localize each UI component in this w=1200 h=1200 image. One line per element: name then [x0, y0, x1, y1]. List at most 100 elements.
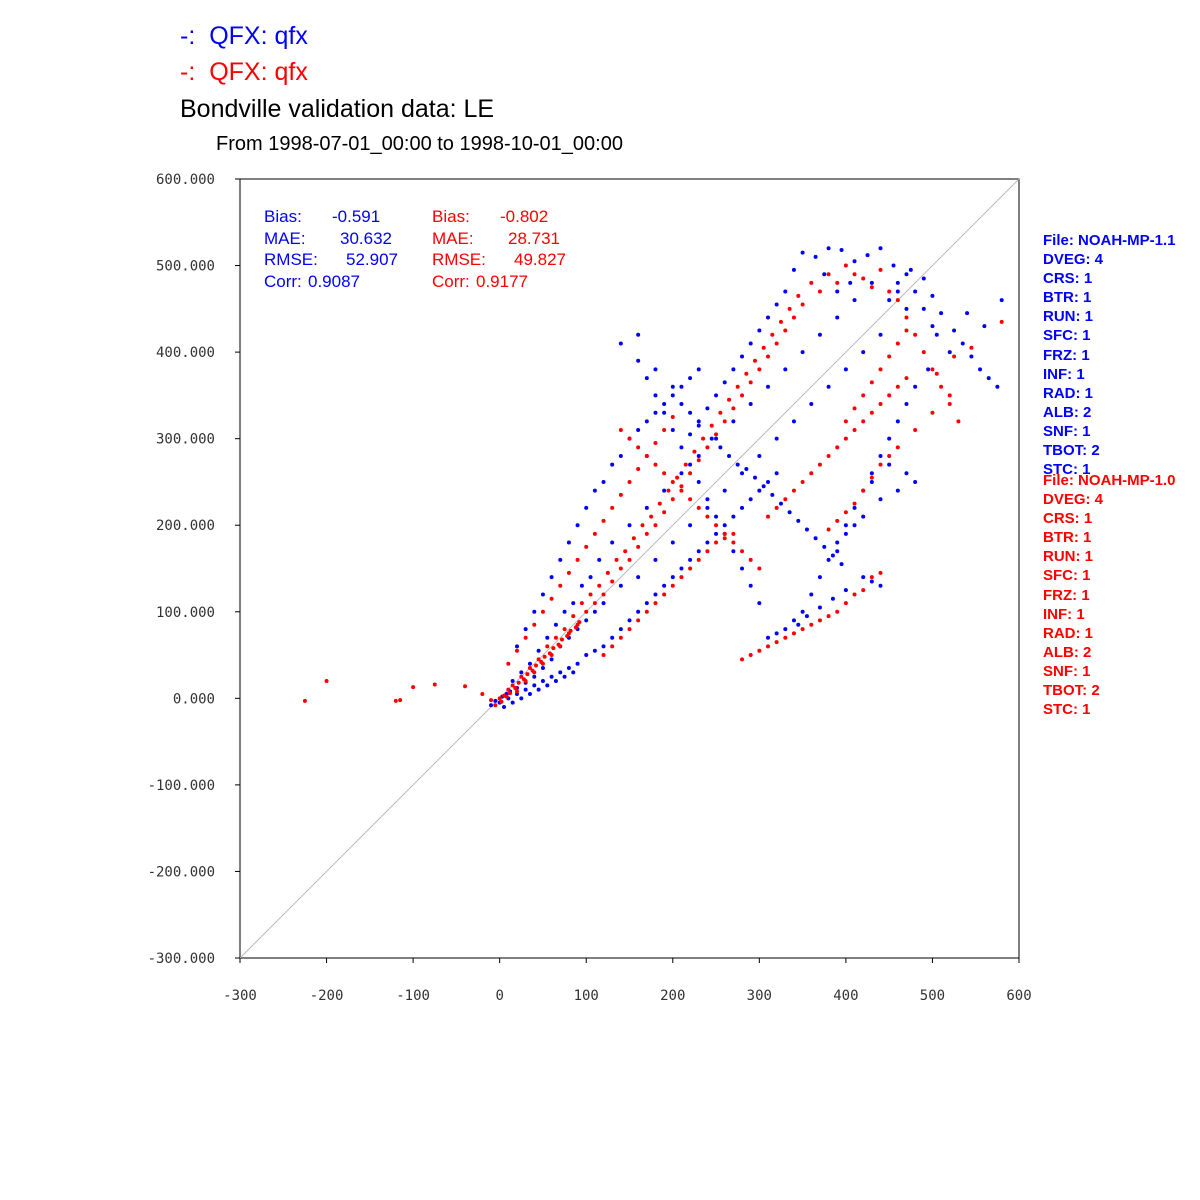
data-point [588, 575, 593, 580]
data-point [514, 644, 519, 649]
data-point [618, 635, 623, 640]
data-point [579, 601, 584, 606]
data-point [714, 393, 719, 398]
data-point [791, 419, 796, 424]
data-point [731, 540, 736, 545]
data-point [878, 332, 883, 337]
data-point [688, 410, 693, 415]
data-point [787, 306, 792, 311]
y-tick-label: 0.000 [173, 691, 215, 707]
data-point [610, 644, 615, 649]
data-point [605, 570, 610, 575]
data-point [817, 605, 822, 610]
data-point [861, 393, 866, 398]
data-point [843, 367, 848, 372]
data-point [636, 618, 641, 623]
data-point [740, 505, 745, 510]
data-point [727, 453, 732, 458]
data-point [956, 419, 961, 424]
data-point [679, 471, 684, 476]
data-point [545, 644, 550, 649]
data-point [817, 289, 822, 294]
run-info-line: DVEG: 4 [1043, 251, 1104, 269]
data-point [774, 471, 779, 476]
data-point [791, 267, 796, 272]
x-tick-label: 500 [920, 988, 945, 1004]
data-point [592, 648, 597, 653]
y-tick-label: -100.000 [148, 778, 215, 794]
data-point [696, 367, 701, 372]
series-1 [489, 246, 1004, 709]
data-point [696, 453, 701, 458]
data-point [783, 328, 788, 333]
data-point [835, 445, 840, 450]
data-point [714, 540, 719, 545]
data-point [662, 583, 667, 588]
data-point [696, 479, 701, 484]
data-point [804, 527, 809, 532]
data-point [770, 492, 775, 497]
data-point [601, 644, 606, 649]
data-point [592, 601, 597, 606]
data-point [523, 635, 528, 640]
data-point [696, 419, 701, 424]
run-info-line: RAD: 1 [1043, 624, 1094, 642]
stat-key: Corr: [264, 271, 302, 291]
data-point [839, 562, 844, 567]
data-point [722, 380, 727, 385]
data-point [553, 679, 558, 684]
data-point [653, 440, 658, 445]
data-point [670, 415, 675, 420]
data-point [545, 635, 550, 640]
data-point [960, 341, 965, 346]
data-point [688, 497, 693, 502]
data-point [930, 367, 935, 372]
data-point [895, 298, 900, 303]
data-point [947, 402, 952, 407]
data-point [696, 549, 701, 554]
data-point [878, 462, 883, 467]
legend-marker-2: -: [180, 58, 196, 86]
data-point [519, 670, 524, 675]
data-point [536, 657, 541, 662]
data-point [787, 510, 792, 515]
data-point [506, 687, 511, 692]
data-point [926, 367, 931, 372]
data-point [740, 566, 745, 571]
data-point [982, 324, 987, 329]
data-point [904, 306, 909, 311]
data-point [584, 544, 589, 549]
y-tick-label: 100.000 [156, 605, 215, 621]
x-tick-label: 300 [747, 988, 772, 1004]
stat-value: 49.827 [514, 250, 566, 269]
stat-row: MAE: 28.731 [432, 228, 566, 250]
data-point [610, 579, 615, 584]
data-point [757, 488, 762, 493]
data-point [861, 514, 866, 519]
data-point [748, 583, 753, 588]
data-point [653, 367, 658, 372]
data-point [835, 315, 840, 320]
data-point [559, 637, 564, 642]
data-point [791, 315, 796, 320]
data-point [679, 384, 684, 389]
data-point [688, 376, 693, 381]
data-point [830, 553, 835, 558]
data-point [861, 419, 866, 424]
data-point [952, 328, 957, 333]
data-point [532, 674, 537, 679]
data-point [411, 685, 416, 690]
data-point [995, 384, 1000, 389]
data-point [869, 579, 874, 584]
run-info-line: CRS: 1 [1043, 270, 1093, 288]
data-point [757, 601, 762, 606]
data-point [679, 484, 684, 489]
data-point [714, 523, 719, 528]
data-point [510, 683, 515, 688]
data-point [748, 341, 753, 346]
data-point [592, 531, 597, 536]
data-point [679, 488, 684, 493]
run-info-line: SNF: 1 [1043, 662, 1091, 680]
data-point [930, 293, 935, 298]
stats-panel-red: Bias: -0.802 MAE: 28.731 RMSE: 49.827 Corr:… [432, 206, 566, 292]
